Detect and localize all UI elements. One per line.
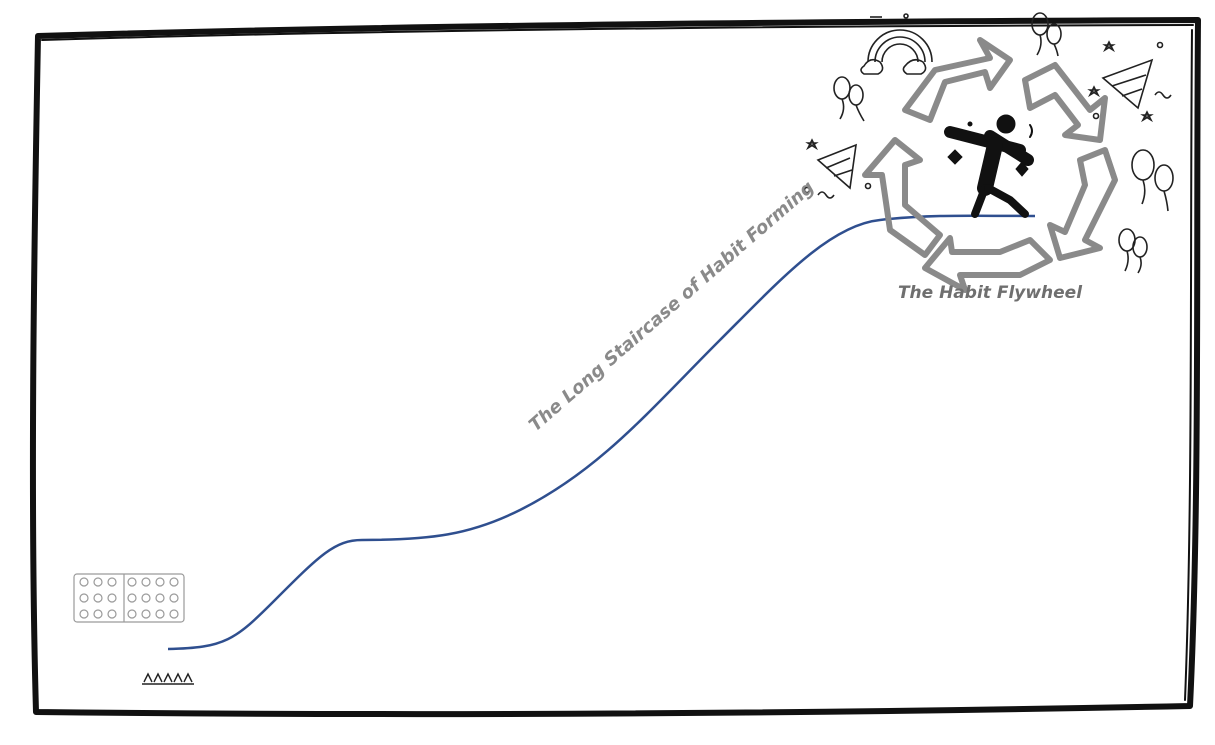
habit-staircase-curve: [167, 214, 1036, 651]
party-hat-icon: [803, 40, 1172, 199]
dabbing-person-icon: [944, 114, 1034, 218]
crowd-icon: [73, 573, 185, 623]
small-people-icon: [142, 672, 194, 685]
flywheel-ring: [862, 37, 1118, 293]
balloons-icon: [833, 12, 1174, 274]
frame: [29, 17, 1201, 717]
rainbow-icon: [860, 13, 933, 75]
flywheel-label: The Habit Flywheel: [897, 283, 1083, 303]
